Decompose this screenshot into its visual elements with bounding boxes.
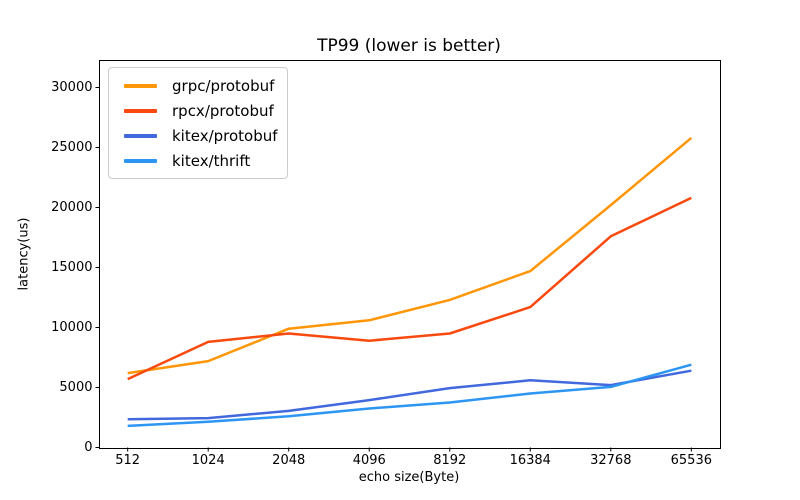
x-axis-label: echo size(Byte) [358, 470, 460, 485]
legend-swatch-line-icon [124, 158, 157, 163]
y-tick-label: 20000 [51, 199, 93, 215]
legend-label: kitex/thrift [172, 151, 251, 170]
legend: grpc/protobuf rpcx/protobuf kitex/protob… [108, 67, 288, 179]
series-line-rpcx-protobuf [127, 196, 692, 381]
x-tick-label: 16384 [509, 452, 551, 468]
x-tick-label: 2048 [272, 452, 306, 468]
legend-item: kitex/protobuf [117, 127, 279, 145]
x-tick-label: 1024 [191, 452, 225, 468]
x-tick-label: 8192 [433, 452, 467, 468]
y-tick-label: 0 [84, 439, 93, 455]
chart-title: TP99 (lower is better) [317, 36, 501, 56]
legend-item: grpc/protobuf [117, 77, 279, 95]
series-line-kitex-thrift [127, 363, 692, 428]
series-line-grpc-protobuf [127, 136, 693, 375]
y-tick-label: 15000 [51, 259, 93, 275]
legend-swatch-line-icon [124, 133, 157, 138]
x-tick-label: 4096 [352, 452, 386, 468]
legend-label: rpcx/protobuf [172, 101, 274, 120]
y-axis-label: latency(us) [16, 217, 32, 291]
legend-swatch-line-icon [124, 83, 157, 88]
legend-item: rpcx/protobuf [117, 102, 279, 120]
y-tick-label: 5000 [59, 379, 93, 395]
legend-label: kitex/protobuf [172, 126, 278, 145]
x-tick-label: 32768 [590, 452, 632, 468]
x-tick-label: 512 [115, 452, 141, 468]
legend-item: kitex/thrift [117, 152, 279, 170]
series-line-kitex-protobuf [127, 369, 692, 421]
legend-label: grpc/protobuf [172, 76, 275, 95]
y-tick-label: 25000 [51, 139, 93, 155]
x-tick-label: 65536 [670, 452, 712, 468]
y-tick-label: 30000 [51, 79, 93, 95]
y-tick-label: 10000 [51, 319, 93, 335]
legend-swatch-line-icon [124, 108, 157, 113]
